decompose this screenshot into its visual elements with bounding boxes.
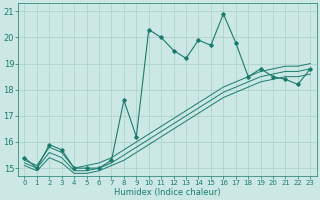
X-axis label: Humidex (Indice chaleur): Humidex (Indice chaleur) [114, 188, 221, 197]
